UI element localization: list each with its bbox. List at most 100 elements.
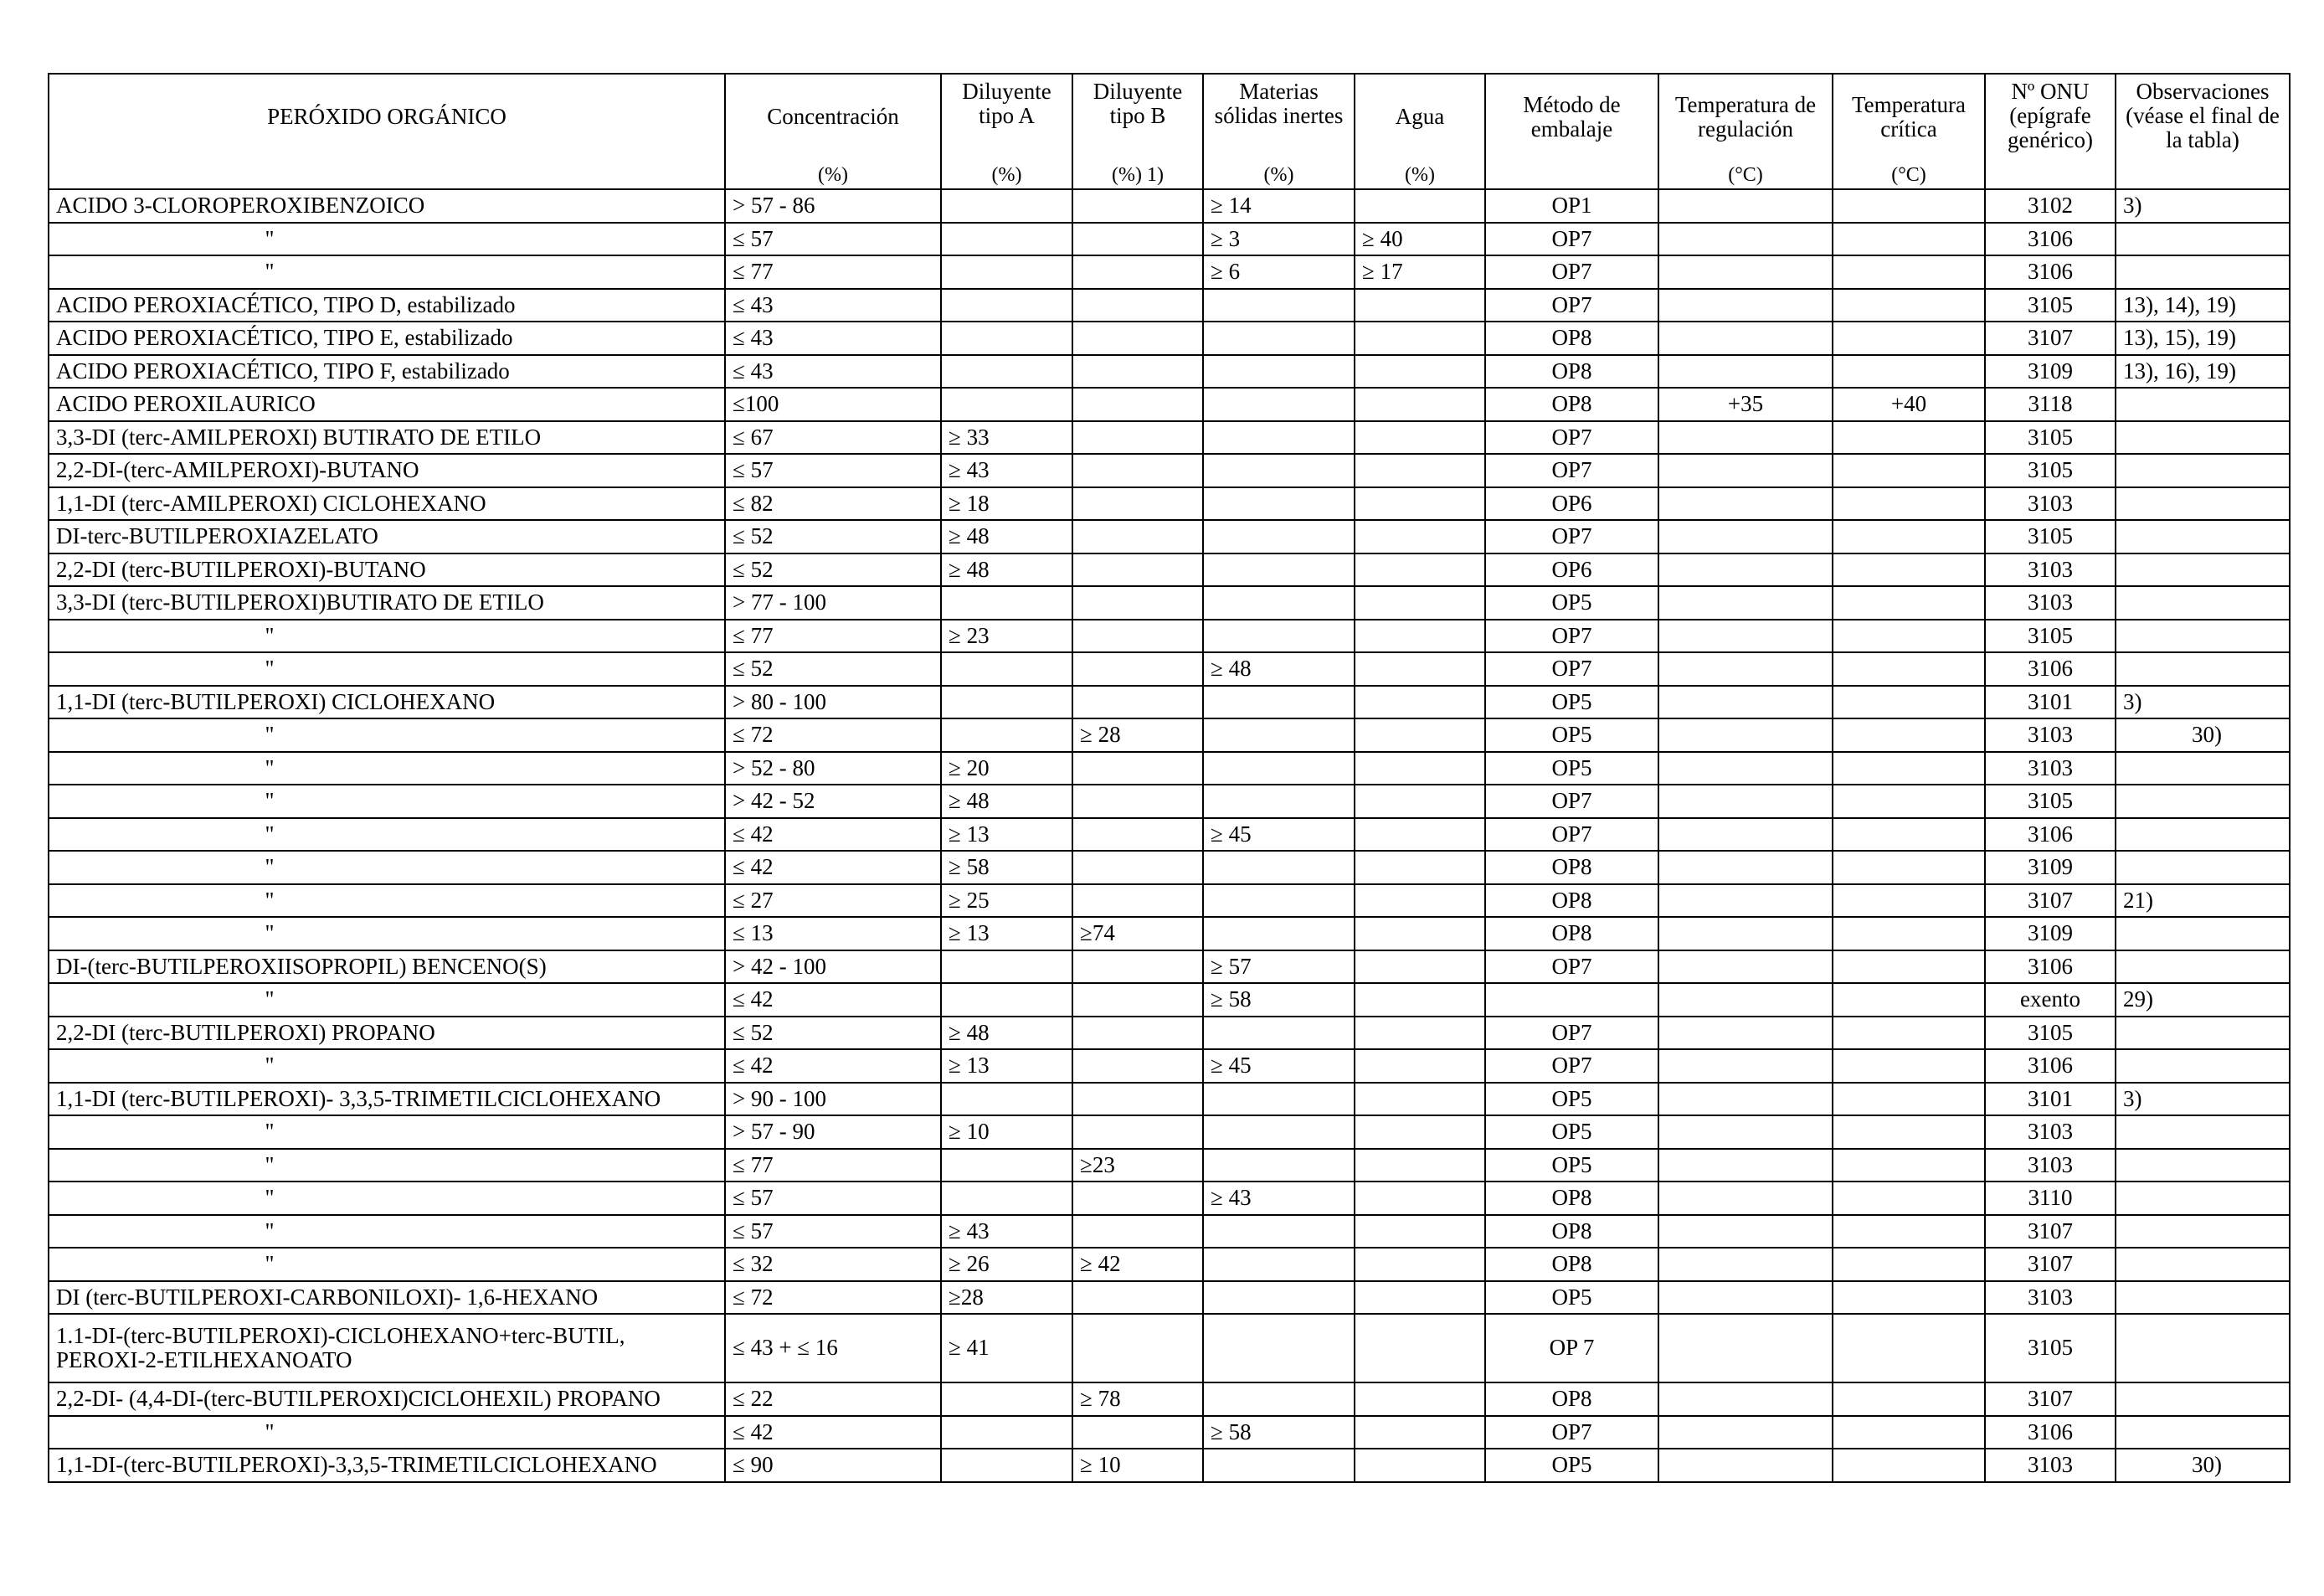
cell-observations: 13), 16), 19) [2115,353,2291,389]
cell-diluent-a [940,353,1073,389]
cell-critical-temp [1832,1015,1986,1050]
cell-control-temp [1658,552,1833,587]
cell-critical-temp [1832,750,1986,785]
cell-diluent-b [1072,651,1204,687]
cell-inert-solids: ≥ 48 [1202,651,1355,687]
cell-diluent-a: ≥ 20 [940,750,1073,785]
ditto-mark: " [265,1119,275,1145]
cell-concentration: ≤ 77 [724,255,942,290]
cell-diluent-b [1072,1313,1204,1383]
header-concentration-unit: (%) [818,164,848,187]
cell-observations [2115,453,2291,488]
table-row: " ≤ 32 ≥ 26 ≥ 42 OP8 3107 [48,1247,2291,1282]
cell-water [1354,883,1486,918]
cell-peroxide-name: " [48,850,726,885]
cell-diluent-a [940,1081,1073,1116]
cell-critical-temp [1832,1115,1986,1150]
table-row: DI-(terc-BUTILPEROXIISOPROPIL) BENCENO(S… [48,949,2291,984]
header-diluent-a-label: Diluyente tipo A [962,79,1051,129]
cell-concentration: ≤ 72 [724,1279,942,1315]
ditto-mark: " [265,821,275,847]
cell-un-number: 3105 [1984,618,2116,653]
cell-packing-method: OP5 [1484,1448,1659,1483]
cell-packing-method: OP5 [1484,585,1659,620]
cell-inert-solids [1202,387,1355,422]
cell-packing-method: OP5 [1484,1115,1659,1150]
cell-un-number: 3106 [1984,949,2116,984]
cell-control-temp [1658,750,1833,785]
table-row: DI (terc-BUTILPEROXI-CARBONILOXI)- 1,6-H… [48,1279,2291,1315]
cell-diluent-b: ≥74 [1072,916,1204,951]
cell-un-number: 3109 [1984,916,2116,951]
cell-packing-method: OP7 [1484,618,1659,653]
cell-water [1354,1048,1486,1084]
cell-packing-method: OP6 [1484,486,1659,521]
table-row: 2,2-DI (terc-BUTILPEROXI)-BUTANO ≤ 52 ≥ 48… [48,552,2291,587]
cell-diluent-b [1072,1081,1204,1116]
cell-control-temp [1658,1081,1833,1116]
cell-diluent-b: ≥ 78 [1072,1382,1204,1417]
cell-control-temp [1658,221,1833,256]
cell-un-number: 3101 [1984,1081,2116,1116]
cell-critical-temp [1832,420,1986,455]
cell-observations [2115,221,2291,256]
cell-control-temp [1658,486,1833,521]
cell-water [1354,718,1486,753]
cell-observations: 13), 14), 19) [2115,287,2291,322]
cell-packing-method: OP7 [1484,816,1659,852]
cell-water [1354,188,1486,224]
cell-un-number: 3105 [1984,784,2116,819]
table-row: ACIDO PEROXIACÉTICO, TIPO E, estabilizad… [48,321,2291,356]
cell-water [1354,1313,1486,1383]
cell-concentration: ≤ 27 [724,883,942,918]
cell-diluent-b [1072,684,1204,719]
table-row: " > 57 - 90 ≥ 10 OP5 3103 [48,1115,2291,1150]
cell-control-temp [1658,1213,1833,1248]
header-un-number: Nº ONU (epígrafe genérico) [1984,73,2116,190]
cell-diluent-b [1072,321,1204,356]
cell-un-number: 3103 [1984,718,2116,753]
cell-diluent-a [940,387,1073,422]
cell-diluent-a: ≥ 13 [940,816,1073,852]
cell-packing-method: OP7 [1484,453,1659,488]
table-row: 1,1-DI (terc-AMILPEROXI) CICLOHEXANO ≤ 82… [48,486,2291,521]
header-observations-label: Observaciones (véase el final de la tabl… [2126,79,2280,153]
cell-concentration: ≤ 57 [724,1213,942,1248]
cell-concentration: > 52 - 80 [724,750,942,785]
cell-observations [2115,949,2291,984]
header-critical-temp-unit: (°C) [1891,164,1926,187]
cell-inert-solids [1202,353,1355,389]
cell-observations [2115,916,2291,951]
cell-diluent-a [940,1147,1073,1182]
cell-diluent-b [1072,949,1204,984]
cell-peroxide-name: " [48,1048,726,1084]
cell-peroxide-name: " [48,916,726,951]
cell-packing-method: OP7 [1484,784,1659,819]
header-water: Agua (%) [1354,73,1486,190]
cell-diluent-a [940,1181,1073,1216]
cell-packing-method: OP5 [1484,684,1659,719]
cell-critical-temp [1832,1247,1986,1282]
cell-concentration: ≤ 90 [724,1448,942,1483]
cell-diluent-b: ≥ 28 [1072,718,1204,753]
header-packing-method-label: Método de embalaje [1523,92,1621,142]
cell-control-temp [1658,519,1833,554]
ditto-mark: " [265,986,275,1012]
cell-peroxide-name: 1,1-DI (terc-AMILPEROXI) CICLOHEXANO [48,486,726,521]
cell-concentration: ≤ 13 [724,916,942,951]
cell-control-temp [1658,949,1833,984]
cell-critical-temp [1832,552,1986,587]
cell-critical-temp [1832,850,1986,885]
cell-concentration: > 77 - 100 [724,585,942,620]
cell-un-number: 3102 [1984,188,2116,224]
cell-diluent-a: ≥ 33 [940,420,1073,455]
table-row: 3,3-DI (terc-BUTILPEROXI)BUTIRATO DE ETI… [48,585,2291,620]
cell-diluent-a [940,1414,1073,1449]
cell-observations [2115,255,2291,290]
cell-observations [2115,519,2291,554]
cell-un-number: 3106 [1984,1414,2116,1449]
table-row: " ≤ 27 ≥ 25 OP8 3107 21) [48,883,2291,918]
ditto-mark: " [265,854,275,880]
cell-inert-solids [1202,1279,1355,1315]
header-packing-method: Método de embalaje [1484,73,1659,190]
